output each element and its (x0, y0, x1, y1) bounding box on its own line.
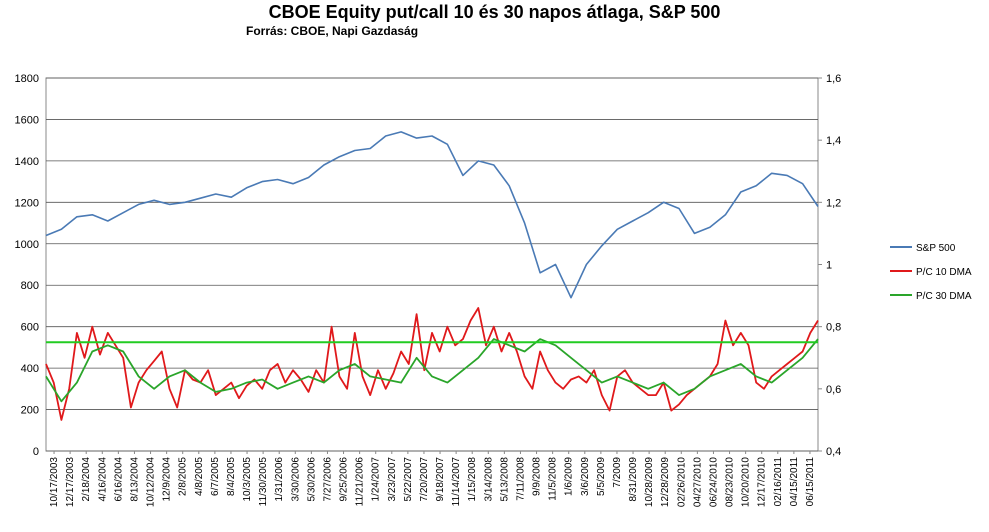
x-tick-label: 1/24/2007 (371, 457, 382, 502)
legend-label-p-c-30-dma: P/C 30 DMA (916, 291, 972, 302)
x-tick-label: 8/31/2009 (628, 457, 639, 502)
x-tick-label: 9/18/2007 (435, 457, 446, 502)
series-line-p-c-30-dma (45, 338, 819, 403)
x-tick-label: 1/31/2006 (274, 457, 285, 502)
y-left-tick-label: 600 (21, 322, 39, 334)
x-tick-label: 4/16/2004 (97, 457, 108, 502)
x-tick-label: 10/12/2004 (146, 457, 157, 507)
x-tick-label: 11/14/2007 (451, 457, 462, 507)
x-tick-label: 10/17/2003 (49, 457, 60, 507)
x-tick-label: 10/3/2005 (242, 457, 253, 502)
x-tick-label: 3/14/2008 (483, 457, 494, 502)
y-right-tick-label: 1 (826, 260, 832, 272)
x-tick-label: 12/28/2009 (660, 457, 671, 507)
y-right-tick-label: 0,6 (826, 384, 841, 396)
x-tick-label: 5/13/2008 (499, 457, 510, 502)
x-tick-label: 5/5/2009 (596, 457, 607, 496)
x-tick-label: 6/7/2005 (210, 457, 221, 496)
series-line-p-c-10-dma (45, 307, 819, 421)
x-tick-label: 02/26/2010 (676, 457, 687, 507)
y-left-tick-label: 200 (21, 405, 39, 417)
x-tick-label: 7/2009 (612, 457, 623, 488)
y-left-tick-label: 1400 (15, 156, 39, 168)
y-left-tick-label: 1800 (15, 73, 39, 85)
x-tick-label: 7/20/2007 (419, 457, 430, 502)
y-right-tick-label: 0,4 (826, 446, 841, 458)
x-tick-label: 5/30/2006 (306, 457, 317, 502)
y-left-tick-label: 800 (21, 280, 39, 292)
x-tick-label: 10/28/2009 (644, 457, 655, 507)
x-tick-label: 7/11/2008 (515, 457, 526, 501)
x-tick-label: 1/6/2009 (564, 457, 575, 496)
plot-area (45, 77, 819, 452)
x-tick-label: 11/30/2005 (258, 457, 269, 507)
x-tick-label: 06/15/2011 (805, 457, 816, 507)
y-right-tick-label: 1,2 (826, 197, 841, 209)
x-tick-label: 9/9/2008 (532, 457, 543, 496)
x-tick-label: 3/6/2009 (580, 457, 591, 496)
x-tick-label: 11/21/2006 (355, 457, 366, 507)
y-left-tick-label: 1600 (15, 114, 39, 126)
x-tick-label: 10/20/2010 (741, 457, 752, 507)
x-tick-label: 2/18/2004 (81, 457, 92, 502)
chart-title: CBOE Equity put/call 10 és 30 napos átla… (268, 2, 721, 22)
x-tick-label: 3/30/2006 (290, 457, 301, 502)
x-tick-label: 11/5/2008 (548, 457, 559, 501)
y-left-tick-label: 1000 (15, 239, 39, 251)
x-tick-label: 5/22/2007 (403, 457, 414, 502)
chart-subtitle: Forrás: CBOE, Napi Gazdaság (246, 24, 419, 38)
x-tick-label: 1/15/2008 (467, 457, 478, 502)
x-tick-label: 8/13/2004 (129, 457, 140, 502)
y-left-tick-label: 400 (21, 363, 39, 375)
x-tick-label: 12/9/2004 (162, 457, 173, 502)
legend-label-p-c-10-dma: P/C 10 DMA (916, 267, 972, 278)
x-tick-label: 9/25/2006 (339, 457, 350, 502)
x-tick-label: 6/16/2004 (113, 457, 124, 502)
x-tick-label: 8/4/2005 (226, 457, 237, 496)
x-tick-label: 7/27/2006 (322, 457, 333, 502)
y-right-tick-label: 0,8 (826, 322, 841, 334)
x-tick-label: 04/27/2010 (692, 457, 703, 507)
x-tick-label: 08/23/2010 (725, 457, 736, 507)
x-tick-label: 02/16/2011 (773, 457, 784, 507)
y-right-tick-label: 1,4 (826, 135, 841, 147)
y-left-tick-label: 0 (33, 446, 39, 458)
x-tick-label: 04/15/2011 (789, 457, 800, 507)
x-tick-label: 3/23/2007 (387, 457, 398, 502)
y-left-tick-label: 1200 (15, 197, 39, 209)
y-right-tick-label: 1,6 (826, 73, 841, 85)
x-tick-label: 12/17/2003 (65, 457, 76, 507)
x-tick-label: 06/24/2010 (708, 457, 719, 507)
x-tick-label: 2/8/2005 (178, 457, 189, 496)
x-tick-label: 12/17/2010 (757, 457, 768, 507)
series-line-s-p-500 (45, 131, 819, 299)
x-tick-label: 4/8/2005 (194, 457, 205, 496)
legend-label-s-p-500: S&P 500 (916, 243, 956, 254)
